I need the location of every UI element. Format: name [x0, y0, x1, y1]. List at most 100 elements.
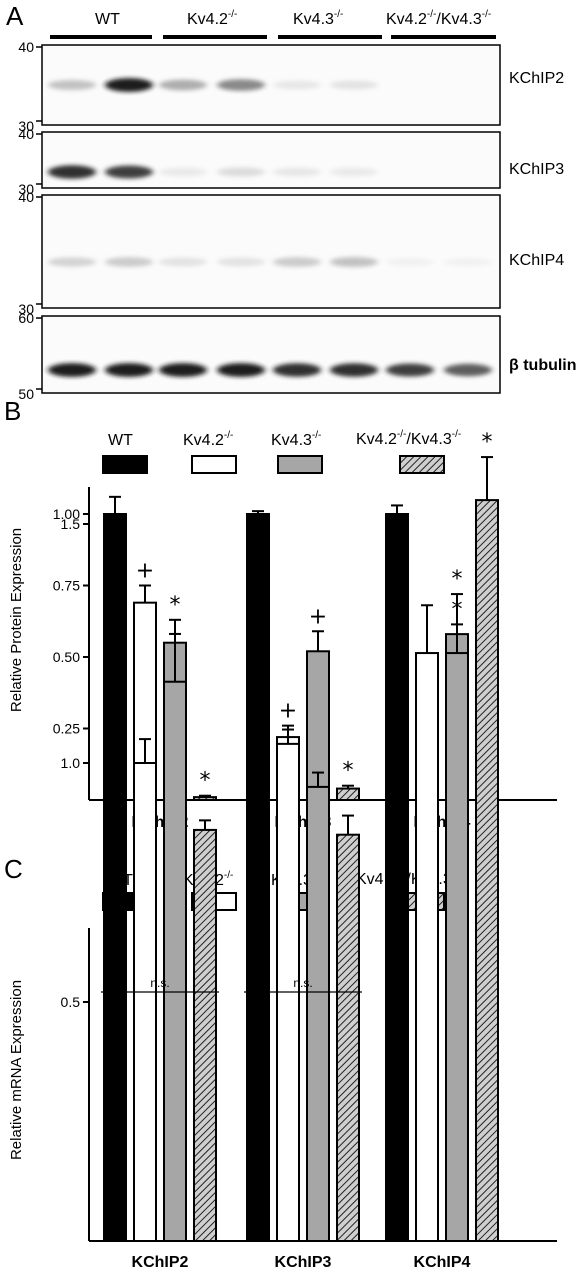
chartC-bar-kchip4-kv4-3	[445, 652, 469, 1242]
legendB-swatch-double	[399, 455, 445, 474]
mw-label-top-kchip4: 40	[18, 189, 34, 205]
chartC-bar-kchip3-kv4-3	[306, 785, 330, 1243]
chartC-ytick-label-0: 1.5	[61, 516, 81, 532]
chartB-ylabel: Relative Protein Expression	[8, 528, 25, 712]
band-kchip4-lane-6	[330, 256, 378, 268]
blot-frame-kchip3	[41, 131, 501, 189]
blot-label-kchip3: KChIP3	[509, 161, 564, 178]
lane-header-double: Kv4.2-/-/Kv4.3-/-	[386, 9, 491, 28]
chartC-ns-label-0: n.s.	[150, 976, 169, 990]
band-kchip3-lane-5	[273, 167, 321, 177]
lane-header-double-sup2: -/-	[482, 9, 491, 20]
blot-kchip4: 40 30 KChIP4	[18, 189, 564, 317]
lane-header-double-sup1: -/-	[427, 9, 436, 20]
chartC-bar-kchip4-kv4-2	[415, 652, 439, 1242]
blot-label-beta-tubulin: β tubulin	[509, 357, 577, 374]
mw-label-bottom-kchip4: 30	[18, 301, 34, 317]
legend-b: WT Kv4.2-/- Kv4.3-/- Kv4.2-/-/Kv4.3-/-	[102, 429, 461, 474]
band-kchip2-lane-4	[217, 79, 265, 91]
blot-kchip2: 40 30 KChIP2	[18, 39, 564, 134]
chartB-sig-1: *	[170, 593, 181, 618]
band-kchip4-lane-2	[105, 257, 153, 267]
chartC-ns-label-1: n.s.	[293, 976, 312, 990]
legendB-label-double: Kv4.2-/-/Kv4.3-/-	[356, 429, 461, 448]
band-beta-tubulin-lane-6	[330, 363, 378, 377]
band-kchip3-lane-2	[105, 165, 153, 179]
legendB-label-double-sup1: -/-	[397, 429, 406, 440]
panel-a-letter: A	[6, 1, 24, 31]
lane-header-double-a: Kv4.2	[386, 11, 427, 28]
mw-label-top-kchip2: 40	[18, 39, 34, 55]
blot-kchip3: 40 30 KChIP3	[18, 126, 564, 197]
blot-frame-beta-tubulin	[41, 315, 501, 394]
blot-label-kchip2: KChIP2	[509, 70, 564, 87]
legendB-swatch-wt	[102, 455, 148, 474]
chartB-bar-kchip3-kv4-2-kv4-3	[336, 787, 360, 801]
chart-c: 1.5 1.0 0.5 Relative mRNA Expression KChIP2 K…	[8, 430, 557, 1271]
lane-header-kv43-text: Kv4.3	[293, 11, 334, 28]
chartB-bar-kchip2-kv4-2-kv4-3	[193, 796, 217, 802]
legendB-label-kv43-sup: -/-	[312, 430, 321, 441]
legendB-label-double-b: /Kv4.3	[406, 431, 451, 448]
legendB-swatch-kv43	[277, 455, 323, 474]
chartC-bar-kchip2-kv4-2	[133, 762, 157, 1242]
legendB-label-wt: WT	[108, 432, 133, 449]
chartB-sig-3: +	[279, 699, 297, 724]
blot-frame-kchip4	[41, 194, 501, 309]
svg-text:Kv4.2-/-: Kv4.2-/-	[187, 9, 237, 28]
mw-label-top-beta-tubulin: 60	[18, 310, 34, 326]
chartC-bar-kchip3-kv4-2-kv4-3	[336, 833, 360, 1242]
chartB-ytick-label-1: 0.75	[53, 578, 80, 594]
legendB-label-kv42: Kv4.2-/-	[183, 430, 233, 449]
chartC-bar-kchip2-wt	[103, 762, 127, 1242]
band-kchip2-lane-1	[48, 79, 96, 91]
chartC-ylabel: Relative mRNA Expression	[8, 980, 25, 1160]
chartB-ytick-label-2: 0.50	[53, 649, 80, 665]
chartB-sig-0: +	[136, 559, 154, 584]
band-beta-tubulin-lane-8	[444, 363, 492, 377]
band-kchip4-lane-3	[159, 257, 207, 267]
chartB-sig-5: *	[343, 759, 354, 784]
band-kchip2-lane-3	[159, 79, 207, 91]
band-kchip3-lane-6	[330, 167, 378, 177]
lane-header-kv42-sup: -/-	[228, 9, 237, 20]
chartC-category-label-kchip2: KChIP2	[132, 1254, 189, 1271]
chartB-ytick-label-3: 0.25	[53, 721, 80, 737]
lane-header-kv42-text: Kv4.2	[187, 11, 228, 28]
legendB-label-kv43-text: Kv4.3	[271, 432, 312, 449]
legendB-label-double-sup2: -/-	[452, 429, 461, 440]
lane-header-kv43-sup: -/-	[334, 9, 343, 20]
blot-beta-tubulin: 60 50 β tubulin	[18, 310, 576, 402]
chartC-bar-kchip4-wt	[385, 762, 409, 1242]
mw-label-top-kchip3: 40	[18, 126, 34, 142]
lane-header-double-b: Kv4.3	[441, 11, 482, 28]
band-beta-tubulin-lane-4	[217, 363, 265, 377]
lane-group-headers: WT Kv4.2-/- Kv4.3-/- Kv4.2-/-/Kv4.3-/-	[50, 9, 496, 39]
chartC-sig-0: *	[452, 597, 463, 622]
mw-label-bottom-kchip3: 30	[18, 181, 34, 197]
band-kchip3-lane-1	[48, 165, 96, 179]
chartC-sig-1: *	[482, 430, 493, 455]
blot-label-kchip4: KChIP4	[509, 252, 564, 269]
band-kchip3-lane-4	[217, 167, 265, 177]
legendB-label-double-a: Kv4.2	[356, 431, 397, 448]
legendB-label-kv42-sup: -/-	[224, 430, 233, 441]
band-kchip2-lane-6	[330, 80, 378, 90]
chartC-category-label-kchip3: KChIP3	[275, 1254, 332, 1271]
band-beta-tubulin-lane-1	[48, 363, 96, 377]
svg-text:Kv4.3-/-: Kv4.3-/-	[293, 9, 343, 28]
legendC-label-kv42-sup: -/-	[224, 870, 233, 881]
chartC-bar-kchip4-kv4-2-kv4-3	[475, 499, 499, 1243]
band-kchip4-lane-1	[48, 257, 96, 267]
band-kchip2-lane-2	[105, 78, 153, 92]
svg-text:Kv4.2-/-/Kv4.3-/-: Kv4.2-/-/Kv4.3-/-	[386, 9, 491, 28]
band-kchip2-lane-5	[273, 80, 321, 90]
chartC-bar-kchip2-kv4-3	[163, 680, 187, 1242]
band-kchip4-lane-8	[444, 257, 492, 267]
lane-header-kv42: Kv4.2-/-	[187, 9, 237, 28]
lane-header-kv43: Kv4.3-/-	[293, 9, 343, 28]
band-beta-tubulin-lane-7	[386, 363, 434, 377]
panel-b-letter: B	[4, 396, 21, 426]
